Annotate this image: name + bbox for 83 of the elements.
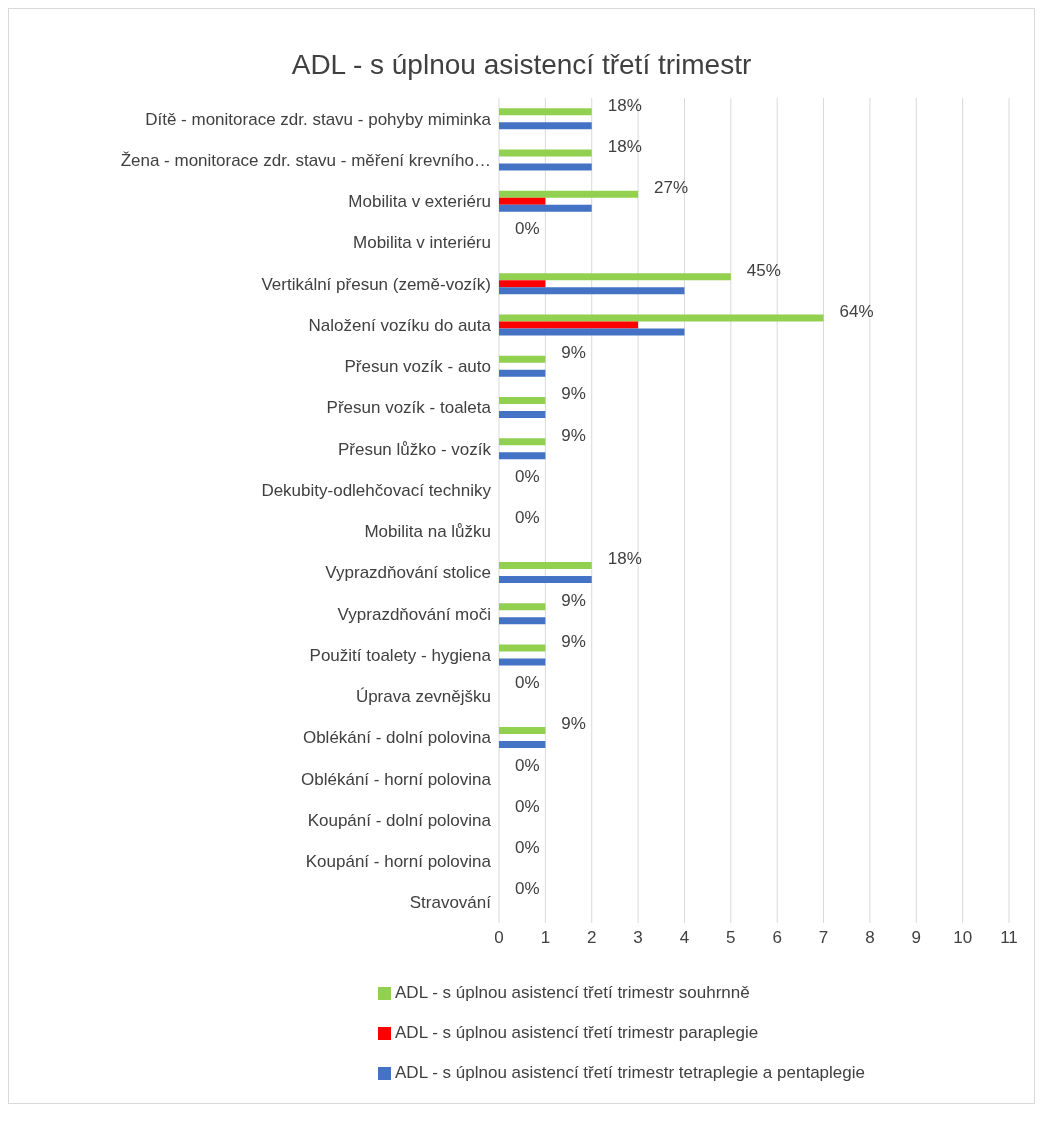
annotation: 9%: [561, 631, 586, 651]
bar: [499, 397, 546, 405]
annotation: 9%: [561, 590, 586, 610]
y-tick-label: Naložení vozíku do auta: [308, 315, 492, 335]
bar: [499, 163, 592, 171]
bar: [499, 741, 546, 749]
bar: [499, 727, 546, 735]
annotation: 18%: [607, 549, 642, 569]
x-tick-label: 11: [1000, 928, 1018, 948]
annotation: 0%: [515, 508, 540, 528]
y-tick-label: Koupání - dolní polovina: [307, 810, 492, 830]
bar: [499, 190, 639, 198]
y-tick-label: Oblékání - horní polovina: [301, 769, 492, 789]
annotation: 9%: [561, 343, 586, 363]
bar: [499, 617, 546, 625]
y-tick-label: Přesun vozík - toaleta: [326, 398, 492, 418]
bar: [499, 452, 546, 460]
y-tick-label: Úprava zevnějšku: [355, 687, 491, 707]
bar: [499, 321, 639, 329]
bar: [499, 438, 546, 446]
y-tick-label: Přesun vozík - auto: [344, 357, 491, 377]
annotation: 18%: [607, 136, 642, 156]
annotation: 18%: [607, 95, 642, 115]
y-tick-label: Dekubity-odlehčovací techniky: [261, 480, 492, 500]
annotation: 0%: [515, 219, 540, 239]
annotation: 45%: [746, 260, 781, 280]
y-tick-label: Koupání - horní polovina: [305, 852, 492, 872]
x-tick-label: 6: [772, 928, 782, 948]
y-tick-label: Mobilita na lůžku: [364, 522, 491, 542]
y-tick-label: Dítě - monitorace zdr. stavu - pohyby miminka: [145, 109, 492, 129]
y-tick-label: Žena - monitorace zdr. stavu - měření krevního…: [120, 150, 491, 170]
bar: [499, 658, 546, 666]
chart-title: ADL - s úplnou asistencí třetí trimestr: [290, 48, 753, 82]
annotation: 0%: [515, 879, 540, 899]
bar: [499, 108, 592, 116]
bar: [499, 280, 546, 288]
bar: [499, 562, 592, 570]
bar: [499, 149, 592, 157]
annotation: 9%: [561, 384, 586, 404]
legend-label: ADL - s úplnou asistencí třetí trimestr paraplegie: [395, 1023, 759, 1043]
annotation: 9%: [561, 714, 586, 734]
annotation: 0%: [515, 796, 540, 816]
x-tick-label: 2: [586, 928, 597, 948]
annotation: 9%: [561, 425, 586, 445]
annotation: 64%: [839, 301, 874, 321]
bar: [499, 273, 731, 281]
x-tick-label: 8: [865, 928, 875, 948]
x-tick-label: 1: [540, 928, 551, 948]
x-tick-label: 7: [818, 928, 829, 948]
x-tick-label: 3: [633, 928, 643, 948]
x-tick-label: 10: [953, 928, 973, 948]
x-tick-label: 5: [726, 928, 736, 948]
bar: [499, 122, 592, 130]
legend-label: ADL - s úplnou asistencí třetí trimestr tetraplegie a pentaplegie: [395, 1063, 865, 1083]
y-tick-label: Použití toalety - hygiena: [309, 645, 492, 665]
annotation: 0%: [515, 466, 540, 486]
y-tick-label: Mobilita v interiéru: [353, 233, 491, 253]
bar: [499, 314, 824, 322]
legend-label: ADL - s úplnou asistencí třetí trimestr souhrnně: [395, 983, 750, 1003]
bar: [499, 328, 685, 336]
bar: [499, 411, 546, 419]
annotation: 0%: [515, 838, 540, 858]
y-tick-label: Mobilita v exteriéru: [348, 192, 491, 212]
x-tick-label: 4: [679, 928, 690, 948]
bar: [499, 355, 546, 363]
x-tick-label: 0: [494, 928, 504, 948]
bar: [499, 644, 546, 652]
bar: [499, 204, 592, 212]
y-tick-label: Vyprazdňování stolice: [325, 563, 491, 583]
annotation: 27%: [654, 178, 689, 198]
y-tick-label: Stravování: [409, 893, 492, 913]
annotation: 0%: [515, 673, 540, 693]
y-tick-label: Vertikální přesun (země-vozík): [261, 274, 491, 294]
y-tick-label: Přesun lůžko - vozík: [337, 439, 492, 459]
bar: [499, 197, 546, 205]
y-tick-label: Vyprazdňování moči: [337, 604, 491, 624]
bar: [499, 576, 592, 584]
y-tick-label: Oblékání - dolní polovina: [302, 728, 492, 748]
bar: [499, 603, 546, 611]
bar: [499, 369, 546, 377]
annotation: 0%: [515, 755, 540, 775]
x-tick-label: 9: [911, 928, 922, 948]
bar: [499, 287, 685, 295]
